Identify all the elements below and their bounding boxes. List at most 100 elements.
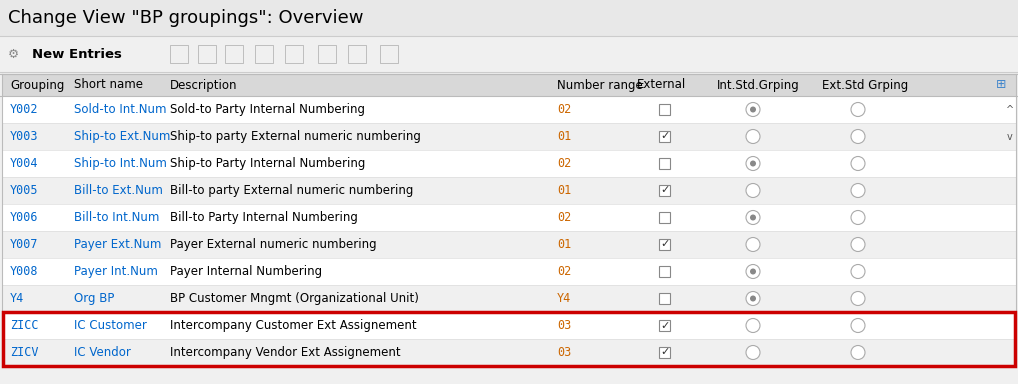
Circle shape	[851, 184, 865, 197]
Text: Bill-to Party Internal Numbering: Bill-to Party Internal Numbering	[170, 211, 358, 224]
Circle shape	[746, 129, 760, 144]
Circle shape	[851, 103, 865, 116]
Circle shape	[750, 215, 756, 220]
Text: ⊞: ⊞	[996, 78, 1007, 91]
Text: ✓: ✓	[661, 240, 670, 250]
Text: Payer Ext.Num: Payer Ext.Num	[74, 238, 162, 251]
Circle shape	[851, 157, 865, 170]
Bar	[2, 74, 1016, 96]
Text: Y007: Y007	[10, 238, 39, 251]
Bar	[660, 158, 671, 169]
Text: Ship-to Ext.Num: Ship-to Ext.Num	[74, 130, 170, 143]
Bar	[0, 36, 1018, 72]
Bar	[660, 320, 671, 331]
Bar	[348, 45, 366, 63]
Bar	[254, 45, 273, 63]
Text: ✓: ✓	[661, 131, 670, 141]
Text: Change View "BP groupings": Overview: Change View "BP groupings": Overview	[8, 9, 363, 27]
Text: Payer Internal Numbering: Payer Internal Numbering	[170, 265, 322, 278]
Bar	[2, 231, 1016, 258]
Text: Y004: Y004	[10, 157, 39, 170]
Bar	[170, 45, 188, 63]
Text: Org BP: Org BP	[74, 292, 114, 305]
Bar	[660, 131, 671, 142]
Text: Ship-to party External numeric numbering: Ship-to party External numeric numbering	[170, 130, 420, 143]
Text: Y002: Y002	[10, 103, 39, 116]
Circle shape	[746, 237, 760, 252]
Text: ZICV: ZICV	[10, 346, 39, 359]
Circle shape	[746, 184, 760, 197]
Text: Intercompany Customer Ext Assignement: Intercompany Customer Ext Assignement	[170, 319, 416, 332]
Text: Y4: Y4	[10, 292, 24, 305]
Text: IC Customer: IC Customer	[74, 319, 147, 332]
Circle shape	[746, 318, 760, 333]
Text: IC Vendor: IC Vendor	[74, 346, 131, 359]
Circle shape	[746, 157, 760, 170]
Bar	[660, 239, 671, 250]
Circle shape	[746, 346, 760, 359]
Circle shape	[851, 318, 865, 333]
Bar	[660, 212, 671, 223]
Circle shape	[746, 291, 760, 306]
Circle shape	[746, 210, 760, 225]
Text: v: v	[1007, 131, 1013, 141]
Text: 02: 02	[557, 157, 571, 170]
Text: Payer Int.Num: Payer Int.Num	[74, 265, 158, 278]
Text: 02: 02	[557, 103, 571, 116]
Bar	[2, 204, 1016, 231]
Bar	[2, 123, 1016, 150]
Bar	[2, 339, 1016, 366]
Circle shape	[750, 106, 756, 113]
Bar	[318, 45, 336, 63]
Bar	[197, 45, 216, 63]
Circle shape	[851, 237, 865, 252]
Text: Bill-to Int.Num: Bill-to Int.Num	[74, 211, 160, 224]
Text: Payer External numeric numbering: Payer External numeric numbering	[170, 238, 377, 251]
Bar	[2, 96, 1016, 123]
Text: Y006: Y006	[10, 211, 39, 224]
Bar	[660, 104, 671, 115]
Text: ZICC: ZICC	[10, 319, 39, 332]
Bar	[285, 45, 303, 63]
Text: ✓: ✓	[661, 321, 670, 331]
Text: Y008: Y008	[10, 265, 39, 278]
Bar	[225, 45, 243, 63]
Text: Int.Std.Grping: Int.Std.Grping	[717, 78, 800, 91]
Circle shape	[746, 103, 760, 116]
Circle shape	[750, 296, 756, 301]
Circle shape	[851, 346, 865, 359]
Text: Bill-to Ext.Num: Bill-to Ext.Num	[74, 184, 163, 197]
Text: Y003: Y003	[10, 130, 39, 143]
Text: Sold-to Int.Num: Sold-to Int.Num	[74, 103, 167, 116]
Bar	[2, 258, 1016, 285]
Text: Bill-to party External numeric numbering: Bill-to party External numeric numbering	[170, 184, 413, 197]
Bar	[380, 45, 398, 63]
Text: Grouping: Grouping	[10, 78, 64, 91]
Text: ✓: ✓	[661, 185, 670, 195]
Text: Sold-to Party Internal Numbering: Sold-to Party Internal Numbering	[170, 103, 365, 116]
Circle shape	[750, 268, 756, 275]
Bar	[2, 285, 1016, 312]
Text: Y005: Y005	[10, 184, 39, 197]
Circle shape	[746, 265, 760, 278]
Text: Y4: Y4	[557, 292, 571, 305]
Bar	[2, 150, 1016, 177]
Bar	[0, 0, 1018, 36]
Circle shape	[851, 265, 865, 278]
Circle shape	[750, 161, 756, 167]
Bar	[2, 312, 1016, 339]
Text: Ship-to Party Internal Numbering: Ship-to Party Internal Numbering	[170, 157, 365, 170]
Text: New Entries: New Entries	[32, 48, 122, 61]
Text: Number range: Number range	[557, 78, 642, 91]
Text: 02: 02	[557, 265, 571, 278]
Text: ^: ^	[1006, 104, 1014, 114]
Text: BP Customer Mngmt (Organizational Unit): BP Customer Mngmt (Organizational Unit)	[170, 292, 418, 305]
Circle shape	[851, 291, 865, 306]
Text: ✓: ✓	[661, 348, 670, 358]
Circle shape	[851, 129, 865, 144]
Text: Ext.Std Grping: Ext.Std Grping	[822, 78, 908, 91]
Text: 01: 01	[557, 184, 571, 197]
Text: 01: 01	[557, 130, 571, 143]
Text: Intercompany Vendor Ext Assignement: Intercompany Vendor Ext Assignement	[170, 346, 401, 359]
Bar	[660, 185, 671, 196]
